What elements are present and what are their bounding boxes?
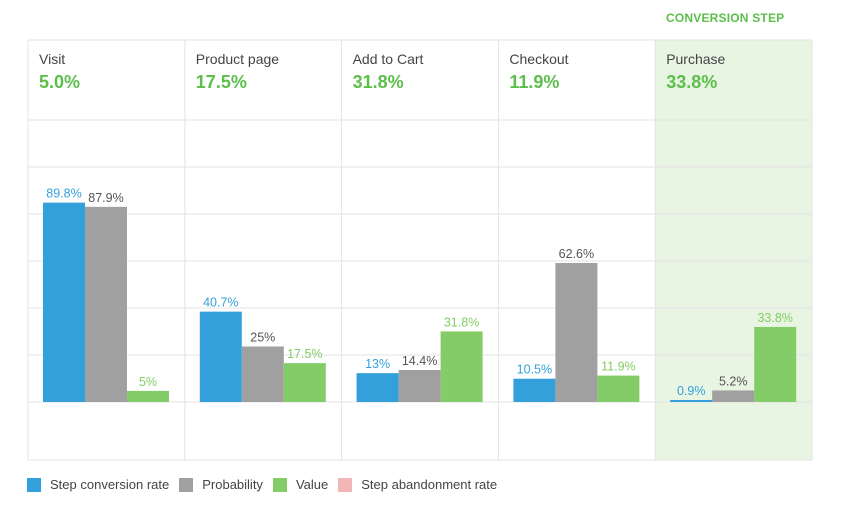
bar-value-label: 5.2% [719,374,748,388]
step-value: 33.8% [666,72,717,92]
legend-item-step-conversion-rate[interactable]: Step conversion rate [27,477,169,492]
chart-legend: Step conversion rate Probability Value S… [27,477,497,492]
bar-probability [555,263,598,402]
step-name: Purchase [666,51,725,67]
legend-swatch-step-abandonment-rate [338,477,353,492]
bar-value [754,326,797,402]
bar-probability [398,370,441,402]
bar-value-label: 33.8% [757,311,792,325]
step-value: 31.8% [353,72,404,92]
bar-value-label: 17.5% [287,347,322,361]
bar-value-label: 5% [139,375,157,389]
bar-step-conversion-rate [199,311,242,402]
step-name: Visit [39,51,65,67]
legend-item-probability[interactable]: Probability [179,477,263,492]
step-name: Product page [196,51,279,67]
bar-value-label: 11.9% [601,360,636,374]
bar-value-label: 62.6% [559,247,594,261]
legend-item-value[interactable]: Value [272,477,329,492]
funnel-bar-chart: Visit 5.0% Product page 17.5% Add to Cart 31.… [27,39,813,461]
bar-step-conversion-rate [670,400,713,402]
legend-label: Value [295,477,329,492]
bar-value-label: 40.7% [203,296,238,310]
bar-value-label: 14.4% [402,354,437,368]
legend-label: Probability [202,477,263,492]
bar-step-conversion-rate [43,202,85,402]
bar-value [127,390,169,402]
step-name: Checkout [509,51,568,67]
legend-swatch-step-conversion-rate [27,477,41,492]
bar-value-label: 31.8% [444,315,479,329]
bar-value-label: 0.9% [677,384,706,398]
step-name: Add to Cart [353,51,424,67]
bar-probability [241,346,284,402]
step-value: 17.5% [196,72,247,92]
step-value: 11.9% [509,72,559,92]
bar-step-conversion-rate [356,373,399,402]
bar-value [440,331,483,402]
bar-value-label: 10.5% [517,363,552,377]
bar-value-label: 87.9% [88,191,123,205]
legend-label: Step conversion rate [50,477,170,492]
bar-step-conversion-rate [513,378,556,402]
bar-value-label: 25% [250,331,275,345]
conversion-step-label: CONVERSION STEP [666,11,785,25]
legend-label: Step abandonment rate [361,477,498,492]
legend-item-step-abandonment-rate[interactable]: Step abandonment rate [338,477,497,492]
bar-value [283,363,326,402]
legend-swatch-probability [179,477,194,492]
bar-probability [85,206,127,402]
bar-value-label: 13% [365,357,390,371]
bar-probability [712,390,755,402]
step-value: 5.0% [39,72,80,92]
bar-value-label: 89.8% [46,187,81,201]
legend-swatch-value [272,477,287,492]
bar-value [597,375,640,402]
